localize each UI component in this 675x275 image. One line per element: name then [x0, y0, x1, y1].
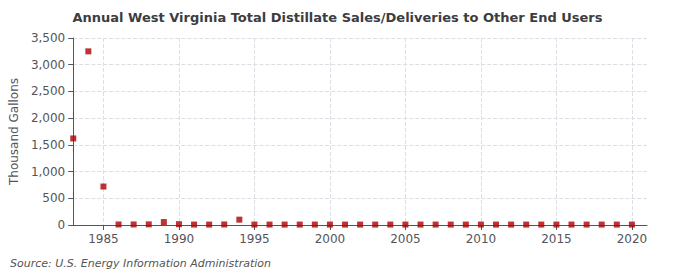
svg-text:1995: 1995: [239, 232, 270, 246]
svg-text:Source: U.S. Energy Informatio: Source: U.S. Energy Information Administ…: [10, 257, 271, 270]
svg-text:2,000: 2,000: [31, 111, 65, 125]
svg-text:1990: 1990: [164, 232, 195, 246]
svg-text:3,000: 3,000: [31, 58, 65, 72]
svg-text:1985: 1985: [88, 232, 119, 246]
svg-text:2000: 2000: [315, 232, 346, 246]
svg-text:1,000: 1,000: [31, 165, 65, 179]
svg-text:500: 500: [42, 191, 65, 205]
svg-text:Annual West Virginia Total Dis: Annual West Virginia Total Distillate Sa…: [73, 10, 603, 25]
svg-text:1,500: 1,500: [31, 138, 65, 152]
svg-text:2,500: 2,500: [31, 84, 65, 98]
svg-text:3,500: 3,500: [31, 31, 65, 45]
svg-text:Thousand Gallons: Thousand Gallons: [7, 78, 21, 186]
svg-text:0: 0: [58, 218, 66, 232]
svg-text:2010: 2010: [466, 232, 497, 246]
svg-text:2020: 2020: [617, 232, 648, 246]
svg-text:2015: 2015: [541, 232, 572, 246]
svg-text:2005: 2005: [390, 232, 421, 246]
